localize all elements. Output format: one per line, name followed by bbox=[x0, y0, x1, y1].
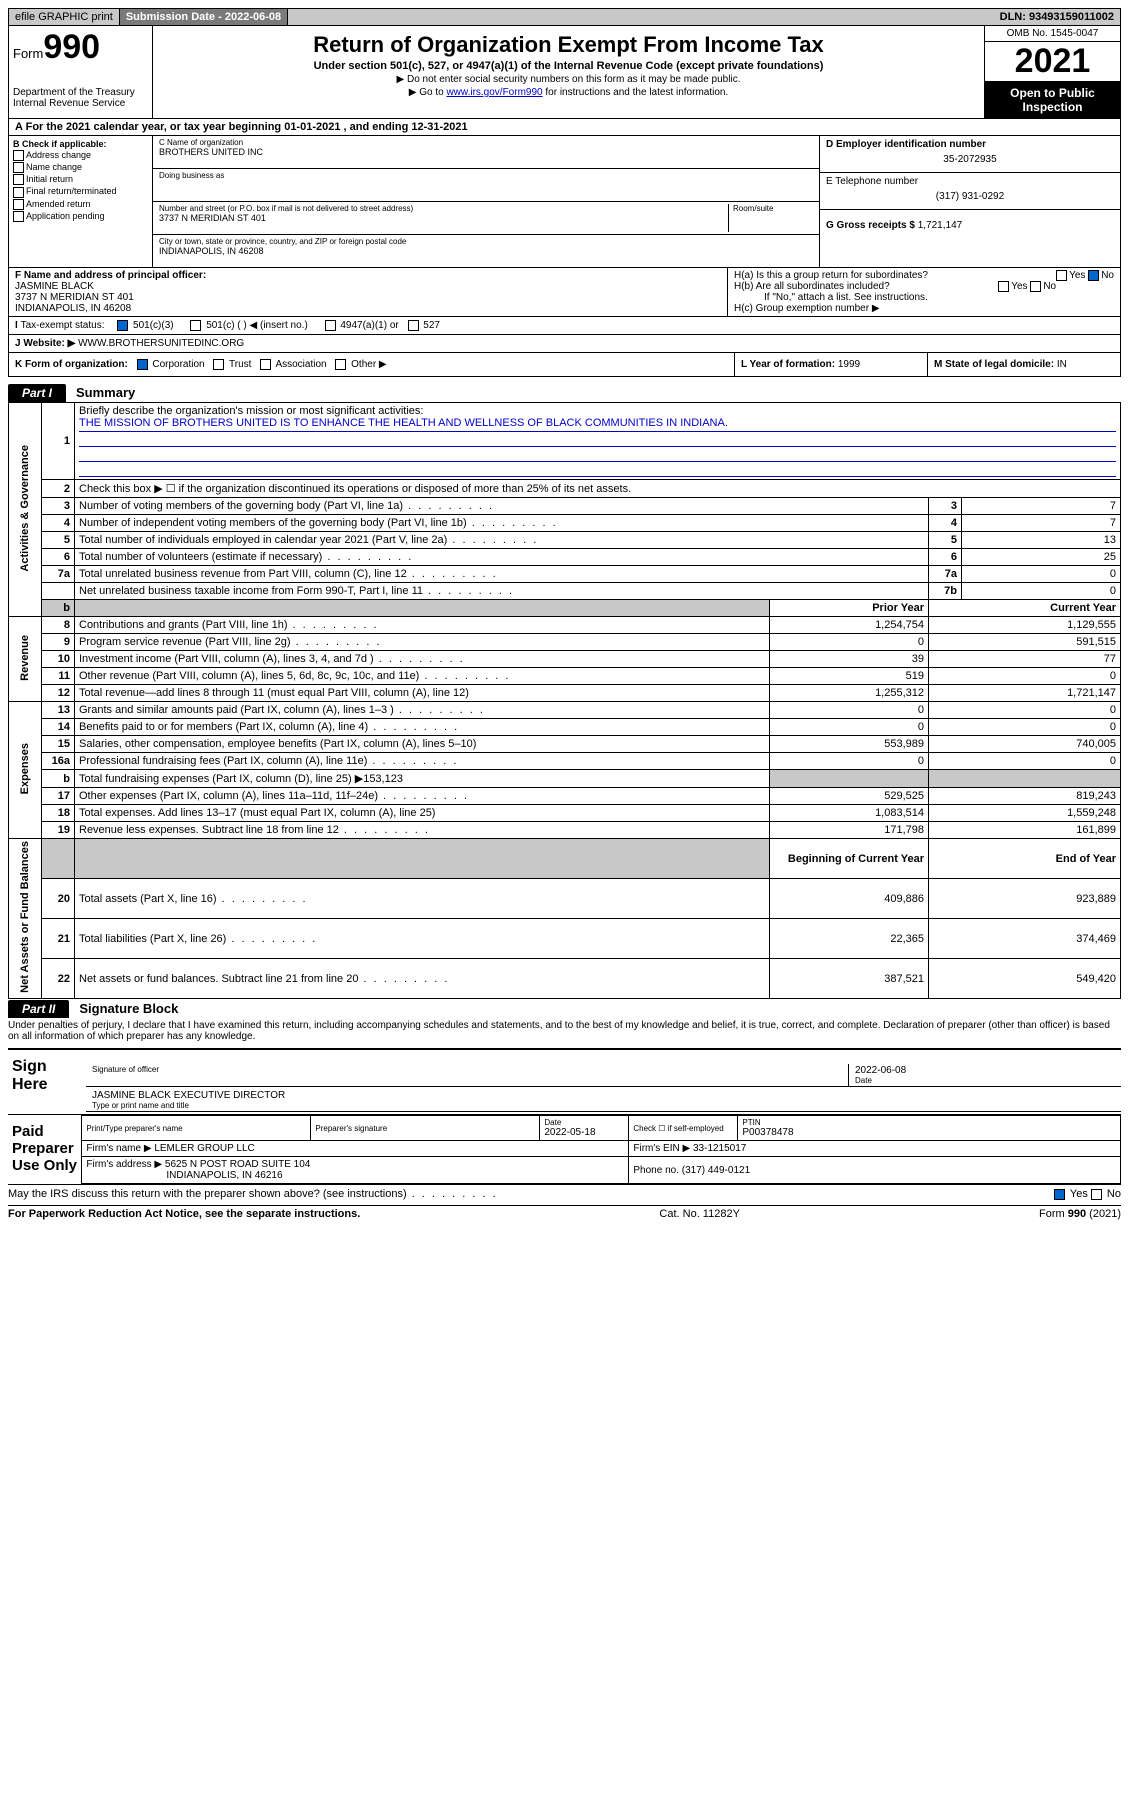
part1-tab: Part I bbox=[8, 384, 66, 402]
chk-final[interactable] bbox=[13, 187, 24, 198]
part2-tab: Part II bbox=[8, 1000, 69, 1018]
paid-preparer-label: Paid Preparer Use Only bbox=[8, 1115, 81, 1184]
col-f: F Name and address of principal officer:… bbox=[9, 268, 728, 316]
form-id-block: Form990 Department of the Treasury Inter… bbox=[9, 26, 153, 118]
sign-here-block: Sign Here Signature of officer 2022-06-0… bbox=[8, 1048, 1121, 1114]
val-3: 7 bbox=[962, 498, 1121, 515]
dept-label: Department of the Treasury bbox=[13, 87, 148, 98]
line-a: A For the 2021 calendar year, or tax yea… bbox=[8, 119, 1121, 136]
part1-bar: Part I Summary bbox=[8, 383, 1121, 402]
discuss-no[interactable] bbox=[1091, 1189, 1102, 1200]
website[interactable]: WWW.BROTHERSUNITEDINC.ORG bbox=[78, 338, 244, 349]
prep-date: 2022-05-18 bbox=[544, 1127, 624, 1138]
firm-name: LEMLER GROUP LLC bbox=[154, 1143, 254, 1154]
discuss-yes[interactable] bbox=[1054, 1189, 1065, 1200]
preparer-table: Print/Type preparer's name Preparer's si… bbox=[81, 1115, 1121, 1184]
col-b: B Check if applicable: Address change Na… bbox=[9, 136, 153, 267]
form-header: Form990 Department of the Treasury Inter… bbox=[8, 26, 1121, 119]
discuss-row: May the IRS discuss this return with the… bbox=[8, 1184, 1121, 1203]
section-fh: F Name and address of principal officer:… bbox=[8, 268, 1121, 317]
sig-date: 2022-06-08 bbox=[855, 1065, 1115, 1076]
ssn-note: ▶ Do not enter social security numbers o… bbox=[161, 74, 976, 85]
val-4: 7 bbox=[962, 515, 1121, 532]
phone: (317) 931-0292 bbox=[826, 187, 1114, 206]
row-i: I Tax-exempt status: 501(c)(3) 501(c) ( … bbox=[8, 317, 1121, 335]
row-j: J Website: ▶ WWW.BROTHERSUNITEDINC.ORG bbox=[8, 335, 1121, 353]
gross-receipts: 1,721,147 bbox=[918, 220, 963, 231]
officer-name: JASMINE BLACK bbox=[15, 281, 721, 292]
irs-label: Internal Revenue Service bbox=[13, 98, 148, 109]
chk-corp[interactable] bbox=[137, 359, 148, 370]
summary-table: Activities & Governance 1 Briefly descri… bbox=[8, 402, 1121, 999]
firm-ein: 33-1215017 bbox=[693, 1143, 746, 1154]
ein: 35-2072935 bbox=[826, 150, 1114, 169]
officer-sig-name: JASMINE BLACK EXECUTIVE DIRECTOR bbox=[92, 1090, 285, 1101]
firm-phone: (317) 449-0121 bbox=[682, 1165, 750, 1176]
chk-address[interactable] bbox=[13, 150, 24, 161]
domicile: IN bbox=[1057, 359, 1067, 370]
chk-initial[interactable] bbox=[13, 174, 24, 185]
year-block: OMB No. 1545-0047 2021 Open to Public In… bbox=[985, 26, 1120, 118]
dln: DLN: 93493159011002 bbox=[994, 9, 1120, 25]
org-name: BROTHERS UNITED INC bbox=[159, 147, 813, 157]
chk-501c3[interactable] bbox=[117, 320, 128, 331]
submission-date: Submission Date - 2022-06-08 bbox=[120, 9, 288, 25]
ha-no[interactable] bbox=[1088, 270, 1099, 281]
inspection-label: Open to Public Inspection bbox=[985, 82, 1120, 118]
val-7b: 0 bbox=[962, 583, 1121, 600]
part2-bar: Part II Signature Block bbox=[8, 999, 1121, 1018]
link-note: ▶ Go to www.irs.gov/Form990 for instruct… bbox=[161, 87, 976, 98]
chk-amended[interactable] bbox=[13, 199, 24, 210]
tax-year: 2021 bbox=[985, 42, 1120, 82]
row-klm: K Form of organization: Corporation Trus… bbox=[8, 353, 1121, 377]
col-de: D Employer identification number35-20729… bbox=[820, 136, 1120, 267]
org-street: 3737 N MERIDIAN ST 401 bbox=[159, 213, 728, 223]
col-c: C Name of organizationBROTHERS UNITED IN… bbox=[153, 136, 820, 267]
chk-name[interactable] bbox=[13, 162, 24, 173]
efile-label[interactable]: efile GRAPHIC print bbox=[9, 9, 120, 25]
irs-link[interactable]: www.irs.gov/Form990 bbox=[446, 87, 542, 98]
col-h: H(a) Is this a group return for subordin… bbox=[728, 268, 1120, 316]
form-title-block: Return of Organization Exempt From Incom… bbox=[153, 26, 985, 118]
section-bcde: B Check if applicable: Address change Na… bbox=[8, 136, 1121, 268]
val-6: 25 bbox=[962, 549, 1121, 566]
firm-addr: 5625 N POST ROAD SUITE 104 bbox=[165, 1159, 310, 1170]
form-title: Return of Organization Exempt From Incom… bbox=[161, 32, 976, 58]
ptin: P00378478 bbox=[742, 1127, 1116, 1138]
val-7a: 0 bbox=[962, 566, 1121, 583]
omb-number: OMB No. 1545-0047 bbox=[985, 26, 1120, 42]
mission: THE MISSION OF BROTHERS UNITED IS TO ENH… bbox=[79, 417, 1116, 432]
val-5: 13 bbox=[962, 532, 1121, 549]
year-formed: 1999 bbox=[838, 359, 860, 370]
declaration: Under penalties of perjury, I declare th… bbox=[8, 1018, 1121, 1044]
org-city: INDIANAPOLIS, IN 46208 bbox=[159, 246, 813, 256]
form-subtitle: Under section 501(c), 527, or 4947(a)(1)… bbox=[161, 60, 976, 72]
chk-pending[interactable] bbox=[13, 211, 24, 222]
topbar: efile GRAPHIC print Submission Date - 20… bbox=[8, 8, 1121, 26]
footer: For Paperwork Reduction Act Notice, see … bbox=[8, 1205, 1121, 1220]
